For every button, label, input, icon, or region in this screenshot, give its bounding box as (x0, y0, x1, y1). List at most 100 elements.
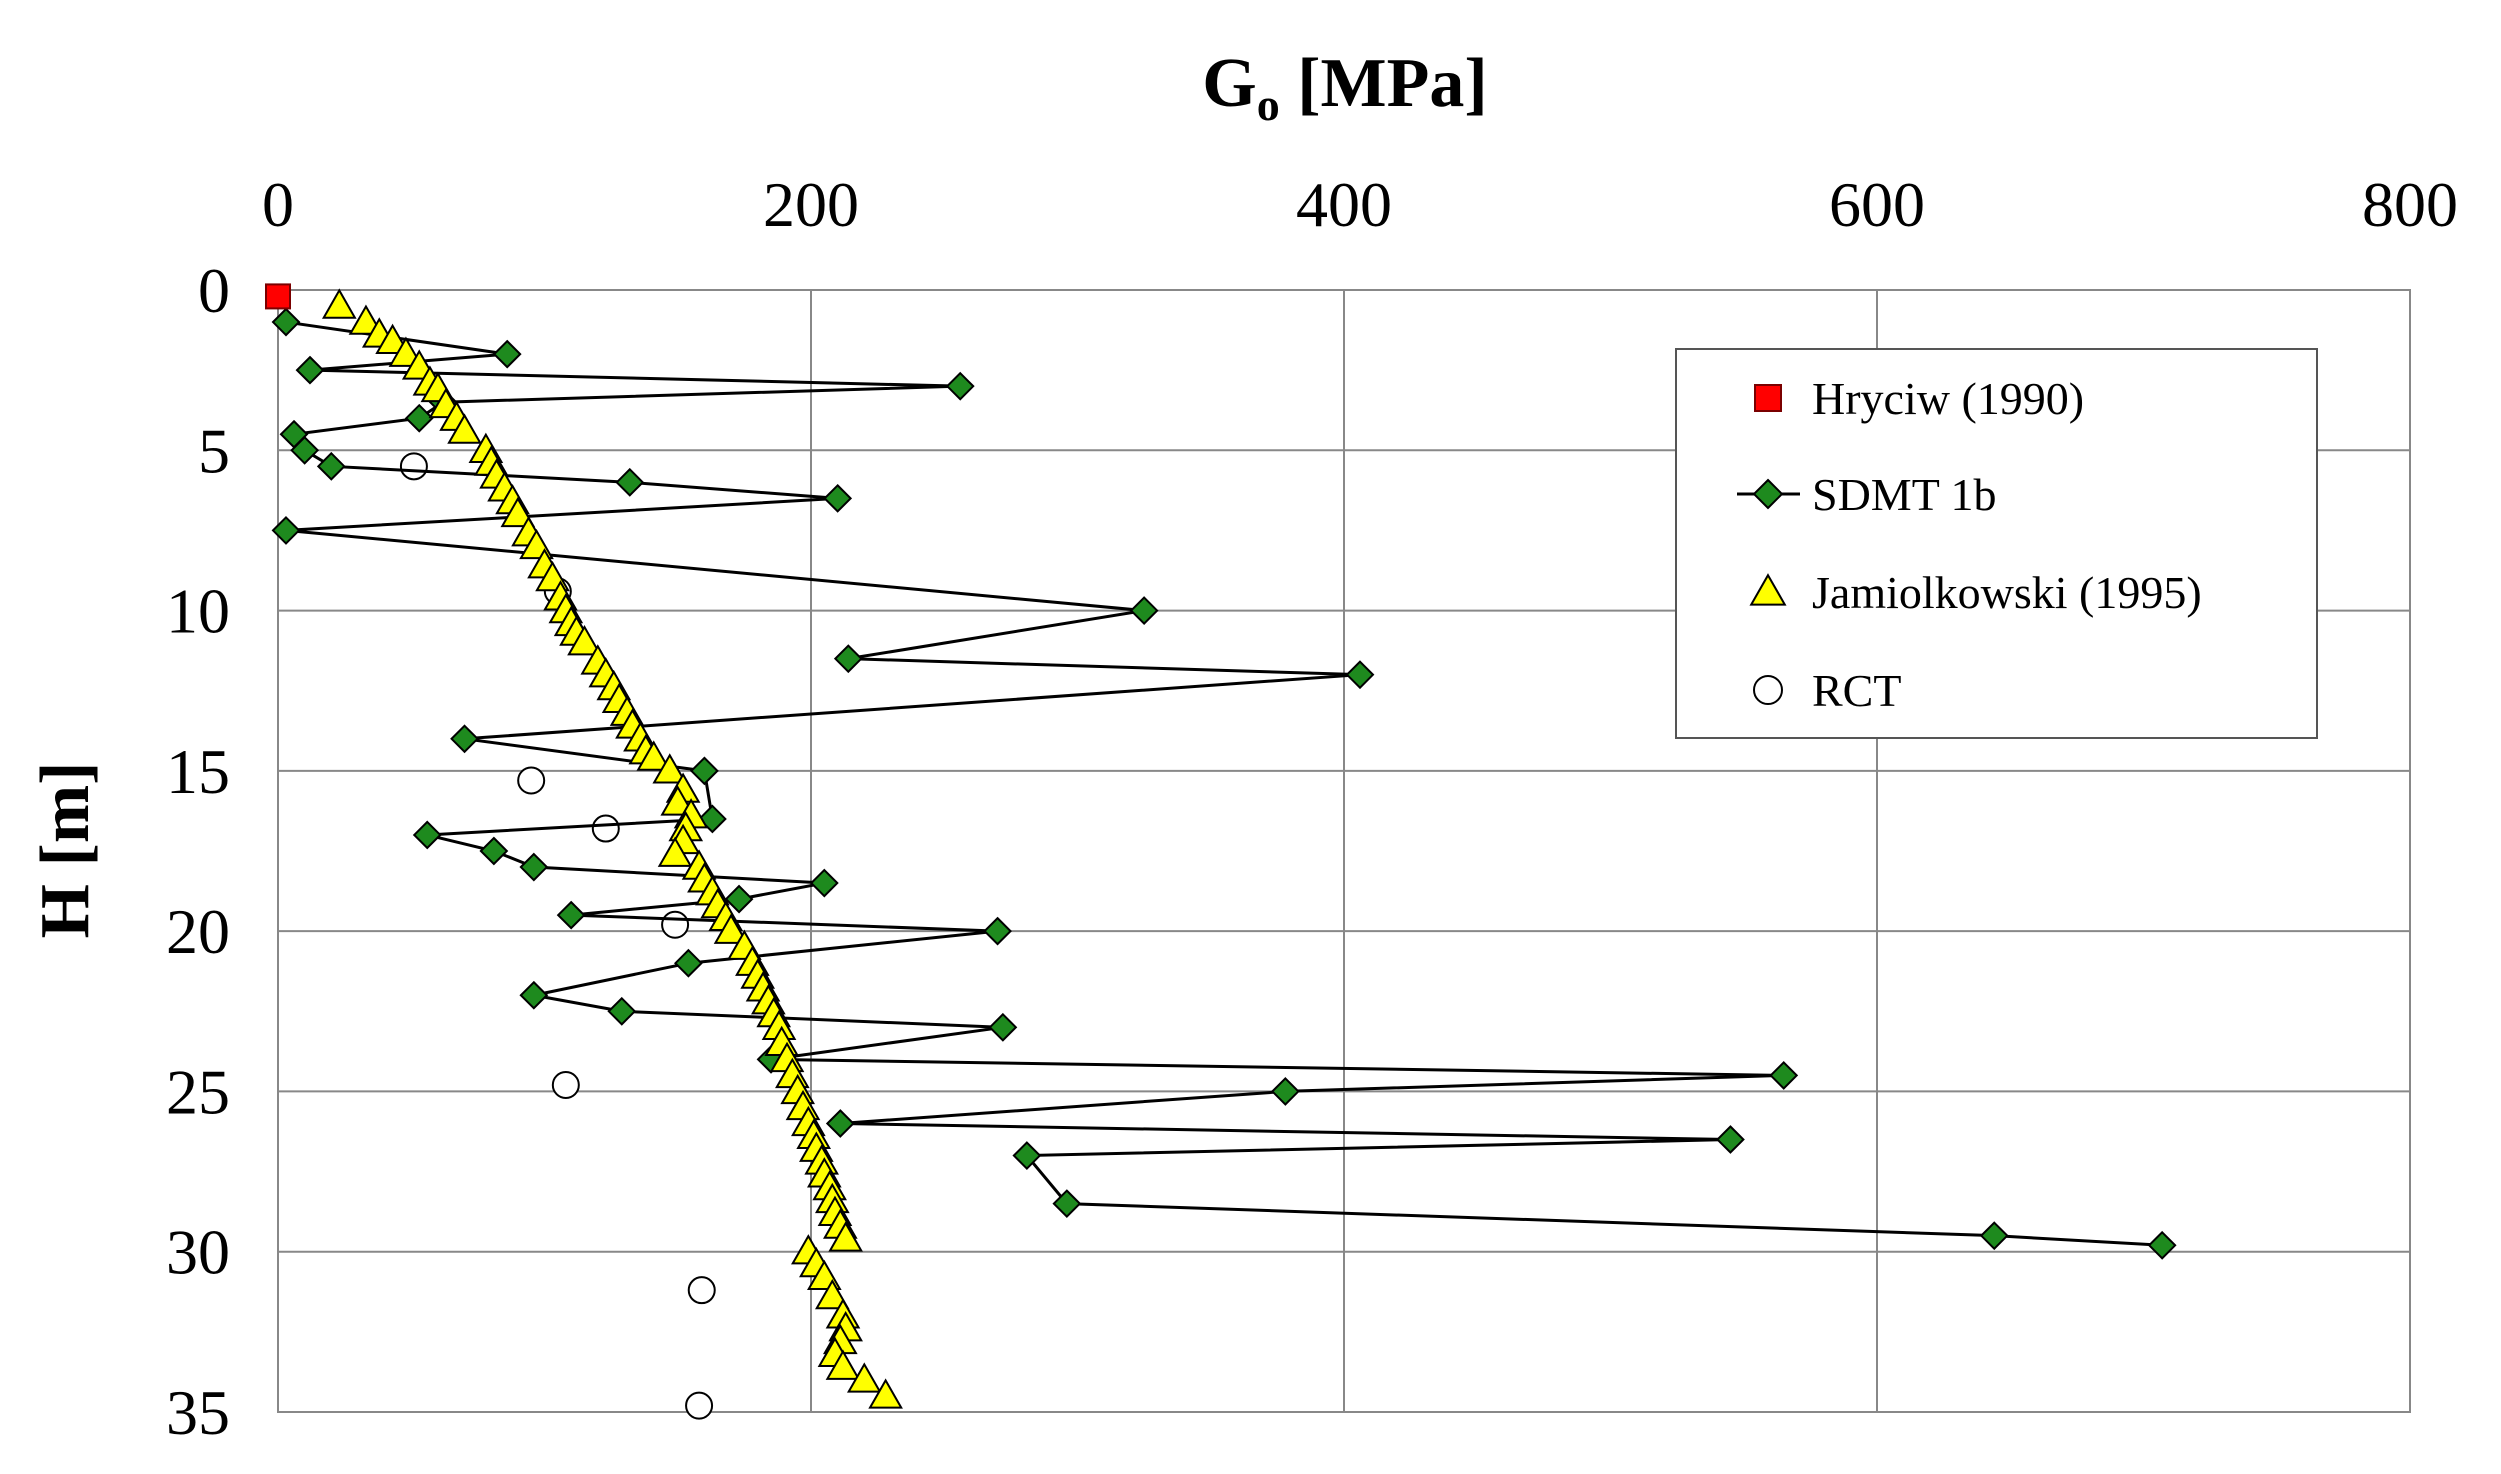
sdmt-point (2147, 1230, 2177, 1260)
legend-item: Hryciw (1990) (1754, 373, 2084, 424)
sdmt-point (1716, 1125, 1745, 1154)
sdmt-point (295, 355, 325, 385)
y-tick-label: 30 (166, 1217, 230, 1288)
sdmt-point (412, 820, 442, 850)
sdmt-point (479, 836, 509, 866)
y-tick-label: 25 (166, 1056, 230, 1127)
legend-item: RCT (1753, 665, 1901, 716)
sdmt-point (809, 868, 839, 898)
x-axis-title: Go [MPa] (1202, 45, 1487, 130)
legend-label: RCT (1812, 665, 1901, 716)
sdmt-point (615, 467, 645, 497)
jamiolkowski-point (567, 625, 602, 656)
sdmt-point (825, 1109, 855, 1138)
x-tick-label: 800 (2362, 169, 2458, 240)
x-tick-label: 200 (763, 169, 859, 240)
legend-label: Hryciw (1990) (1812, 373, 2084, 424)
sdmt-point (1345, 660, 1375, 690)
jamiolkowski-point (375, 323, 410, 354)
x-axis-title-main: G (1202, 45, 1256, 122)
legend-item: SDMT 1b (1737, 469, 1996, 520)
jamiolkowski-point (713, 913, 749, 944)
series-jamiolkowski-1995 (321, 288, 903, 1409)
legend-marker (1753, 675, 1783, 705)
y-tick-label: 0 (198, 255, 230, 326)
sdmt-point (1769, 1060, 1799, 1090)
legend-label: Jamiolkowski (1995) (1812, 567, 2202, 618)
legend-item: Jamiolkowski (1995) (1749, 567, 2202, 618)
sdmt-point (945, 371, 975, 401)
y-tick-labels: 0 5 10 15 20 25 30 35 (166, 255, 230, 1448)
x-tick-label: 600 (1829, 169, 1925, 240)
jamiolkowski-point (348, 304, 384, 335)
sdmt-point (1052, 1189, 1082, 1219)
jamiolkowski-point (447, 413, 482, 444)
sdmt-point (492, 339, 522, 369)
sdmt-point (823, 483, 853, 513)
jamiolkowski-point (868, 1378, 903, 1409)
jamiolkowski-point (657, 836, 693, 867)
sdmt-point (404, 403, 434, 433)
sdmt-point (519, 852, 549, 882)
sdmt-point (983, 916, 1012, 946)
sdmt-point (450, 724, 479, 754)
jamiolkowski-point (814, 1278, 850, 1310)
sdmt-point (316, 451, 346, 481)
y-tick-label: 10 (166, 576, 230, 647)
y-tick-label: 35 (166, 1377, 230, 1448)
y-tick-label: 15 (166, 736, 230, 807)
sdmt-point (833, 644, 863, 674)
rct-point (517, 766, 546, 795)
hryciw-point (265, 283, 291, 310)
jamiolkowski-point (660, 785, 696, 816)
sdmt-point (556, 900, 586, 930)
sdmt-point (988, 1012, 1018, 1042)
x-axis-title-unit: [MPa] (1280, 45, 1488, 122)
rct-point (591, 814, 620, 843)
y-axis-title: H [m] (27, 762, 104, 939)
series-layer (265, 283, 2177, 1420)
jamiolkowski-point (636, 740, 672, 771)
legend-box (1675, 348, 2318, 739)
x-axis-title-subscript: o (1257, 79, 1280, 130)
x-tick-labels: 0 200 400 600 800 (262, 169, 2458, 240)
sdmt-point (271, 307, 301, 337)
jamiolkowski-point (500, 496, 536, 528)
plot-frame (277, 289, 2411, 1413)
jamiolkowski-point (388, 336, 424, 367)
legend: Hryciw (1990) SDMT 1b Jamiolkowski (1995) R… (1675, 348, 2318, 739)
x-tick-label: 400 (1296, 169, 1392, 240)
sdmt-point (673, 948, 703, 978)
legend-marker (1754, 384, 1782, 412)
jamiolkowski-point (321, 288, 357, 319)
x-tick-label: 0 (262, 169, 294, 240)
sdmt-point (689, 756, 719, 786)
rct-point (399, 452, 428, 481)
legend-label: SDMT 1b (1812, 469, 1996, 520)
jamiolkowski-point (846, 1362, 882, 1393)
rct-point (685, 1391, 714, 1420)
y-tick-label: 20 (166, 896, 230, 967)
sdmt-point (271, 516, 301, 545)
sdmt-point (519, 980, 549, 1010)
y-tick-label: 5 (198, 415, 230, 486)
rct-point (661, 910, 690, 939)
sdmt-point (1270, 1077, 1300, 1106)
legend-marker (1749, 573, 1787, 606)
sdmt-point (1129, 596, 1159, 625)
rct-point (551, 1071, 580, 1100)
legend-marker (1752, 478, 1784, 510)
series-hryciw-1990 (265, 283, 291, 310)
rct-point (687, 1276, 716, 1305)
sdmt-point (1012, 1141, 1042, 1170)
sdmt-point (607, 996, 637, 1026)
sdmt-point (724, 884, 754, 914)
jamiolkowski-point (828, 1221, 863, 1252)
legend-items: Hryciw (1990) SDMT 1b Jamiolkowski (1995) R… (1737, 373, 2202, 716)
sdmt-point (290, 435, 320, 465)
series-sdmt-1b (271, 307, 2177, 1260)
sdmt-point (1979, 1221, 2009, 1251)
jamiolkowski-point (652, 753, 688, 784)
jamiolkowski-point (825, 1349, 861, 1380)
